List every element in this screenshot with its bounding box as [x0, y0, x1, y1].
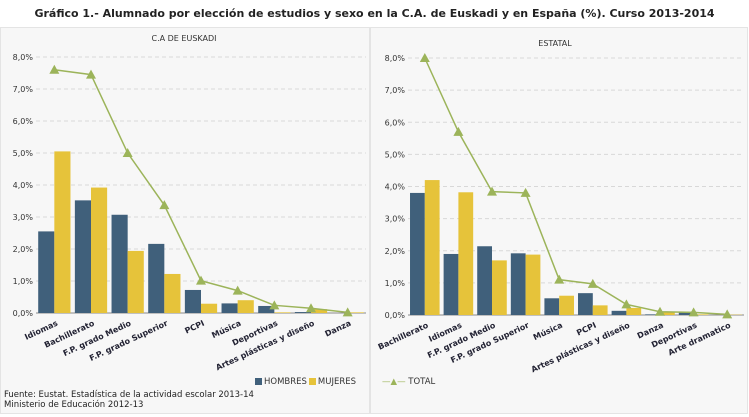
bar-mujeres	[660, 311, 675, 315]
total-marker	[453, 126, 464, 136]
total-marker	[520, 187, 531, 197]
y-tick-label: 3,0%	[13, 213, 34, 222]
legend-hombres: HOMBRES	[255, 377, 307, 387]
y-tick-label: 2,0%	[385, 247, 406, 256]
total-marker	[232, 285, 243, 295]
legend-mujeres-label: MUJERES	[317, 377, 357, 387]
y-tick-label: 6,0%	[13, 117, 34, 126]
bar-hombres	[477, 246, 492, 315]
bar-hombres	[258, 305, 275, 313]
bar-mujeres	[693, 314, 709, 315]
total-marker	[269, 300, 280, 310]
y-tick-label: 8,0%	[385, 54, 406, 63]
bar-mujeres	[201, 303, 218, 313]
total-marker	[196, 275, 206, 285]
legend-mujeres: MUJERES	[308, 377, 357, 387]
subchart-title: C.A DE EUSKADI	[152, 34, 217, 43]
total-marker	[655, 306, 665, 316]
bar-mujeres	[347, 312, 364, 313]
total-line	[424, 57, 728, 316]
x-tick-label: PCPI	[575, 321, 597, 338]
total-marker	[122, 148, 133, 157]
total-marker	[306, 303, 316, 313]
legend-total-label: TOTAL	[408, 377, 436, 387]
bar-mujeres	[559, 295, 574, 315]
legend: HOMBRES MUJERES —▲— TOTAL	[255, 377, 435, 387]
y-tick-label: 3,0%	[385, 215, 406, 224]
bar-hombres	[510, 253, 526, 315]
y-tick-label: 5,0%	[13, 149, 34, 158]
bar-mujeres	[127, 250, 144, 313]
x-tick-label: Bachillerato	[377, 320, 430, 351]
x-tick-label: Danza	[324, 319, 353, 339]
y-tick-label: 1,0%	[385, 279, 406, 288]
source-line: Fuente: Eustat. Estadística de la activi…	[4, 390, 254, 400]
source-note: Fuente: Eustat. Estadística de la activi…	[4, 390, 254, 410]
bar-hombres	[294, 312, 311, 313]
y-tick-label: 6,0%	[385, 118, 406, 127]
total-marker	[86, 69, 96, 79]
source-line: Ministerio de Educación 2012-13	[4, 400, 144, 410]
bar-mujeres	[592, 305, 608, 315]
total-marker	[49, 64, 60, 74]
y-tick-label: 0,0%	[385, 311, 406, 320]
bar-hombres	[645, 314, 660, 315]
bar-mujeres	[91, 187, 108, 313]
y-tick-label: 4,0%	[13, 181, 34, 190]
total-marker	[419, 53, 430, 62]
x-tick-label: PCPI	[183, 319, 205, 336]
bar-hombres	[611, 310, 627, 315]
bar-mujeres	[492, 260, 507, 315]
bar-mujeres	[237, 300, 254, 313]
x-tick-label: Música	[532, 321, 564, 342]
bar-hombres	[544, 298, 560, 315]
bar-hombres	[678, 312, 694, 315]
chart-title: Gráfico 1.- Alumnado por elección de est…	[34, 7, 715, 20]
total-marker	[587, 278, 598, 288]
total-marker	[554, 274, 565, 284]
bar-mujeres	[525, 254, 541, 315]
legend-total: —▲— TOTAL	[382, 377, 436, 387]
bar-hombres	[184, 289, 201, 313]
y-tick-label: 0,0%	[13, 309, 34, 318]
bar-mujeres	[54, 151, 71, 313]
total-marker	[688, 307, 699, 317]
total-marker	[487, 186, 497, 196]
y-tick-label: 1,0%	[13, 277, 34, 286]
bar-hombres	[148, 243, 165, 313]
bar-hombres	[221, 303, 238, 313]
bar-mujeres	[458, 192, 474, 315]
total-marker	[621, 299, 632, 309]
y-tick-label: 8,0%	[13, 53, 34, 62]
bar-mujeres	[311, 309, 328, 313]
bar-mujeres	[424, 180, 440, 315]
legend-hombres-label: HOMBRES	[264, 377, 307, 387]
total-marker	[722, 309, 733, 319]
bar-hombres	[443, 253, 459, 315]
y-tick-label: 7,0%	[385, 86, 406, 95]
total-marker	[342, 307, 353, 317]
bar-hombres	[74, 200, 91, 313]
y-tick-label: 7,0%	[13, 85, 34, 94]
bar-hombres	[578, 293, 593, 315]
bar-hombres	[111, 214, 128, 313]
bar-mujeres	[274, 312, 291, 313]
bar-mujeres	[626, 307, 642, 315]
bar-hombres	[38, 231, 55, 313]
y-tick-label: 2,0%	[13, 245, 34, 254]
y-tick-label: 5,0%	[385, 150, 406, 159]
bar-mujeres	[164, 273, 181, 313]
total-marker	[159, 200, 170, 210]
bar-hombres	[410, 192, 425, 315]
y-tick-label: 4,0%	[385, 183, 406, 192]
subchart-title: ESTATAL	[538, 39, 572, 48]
